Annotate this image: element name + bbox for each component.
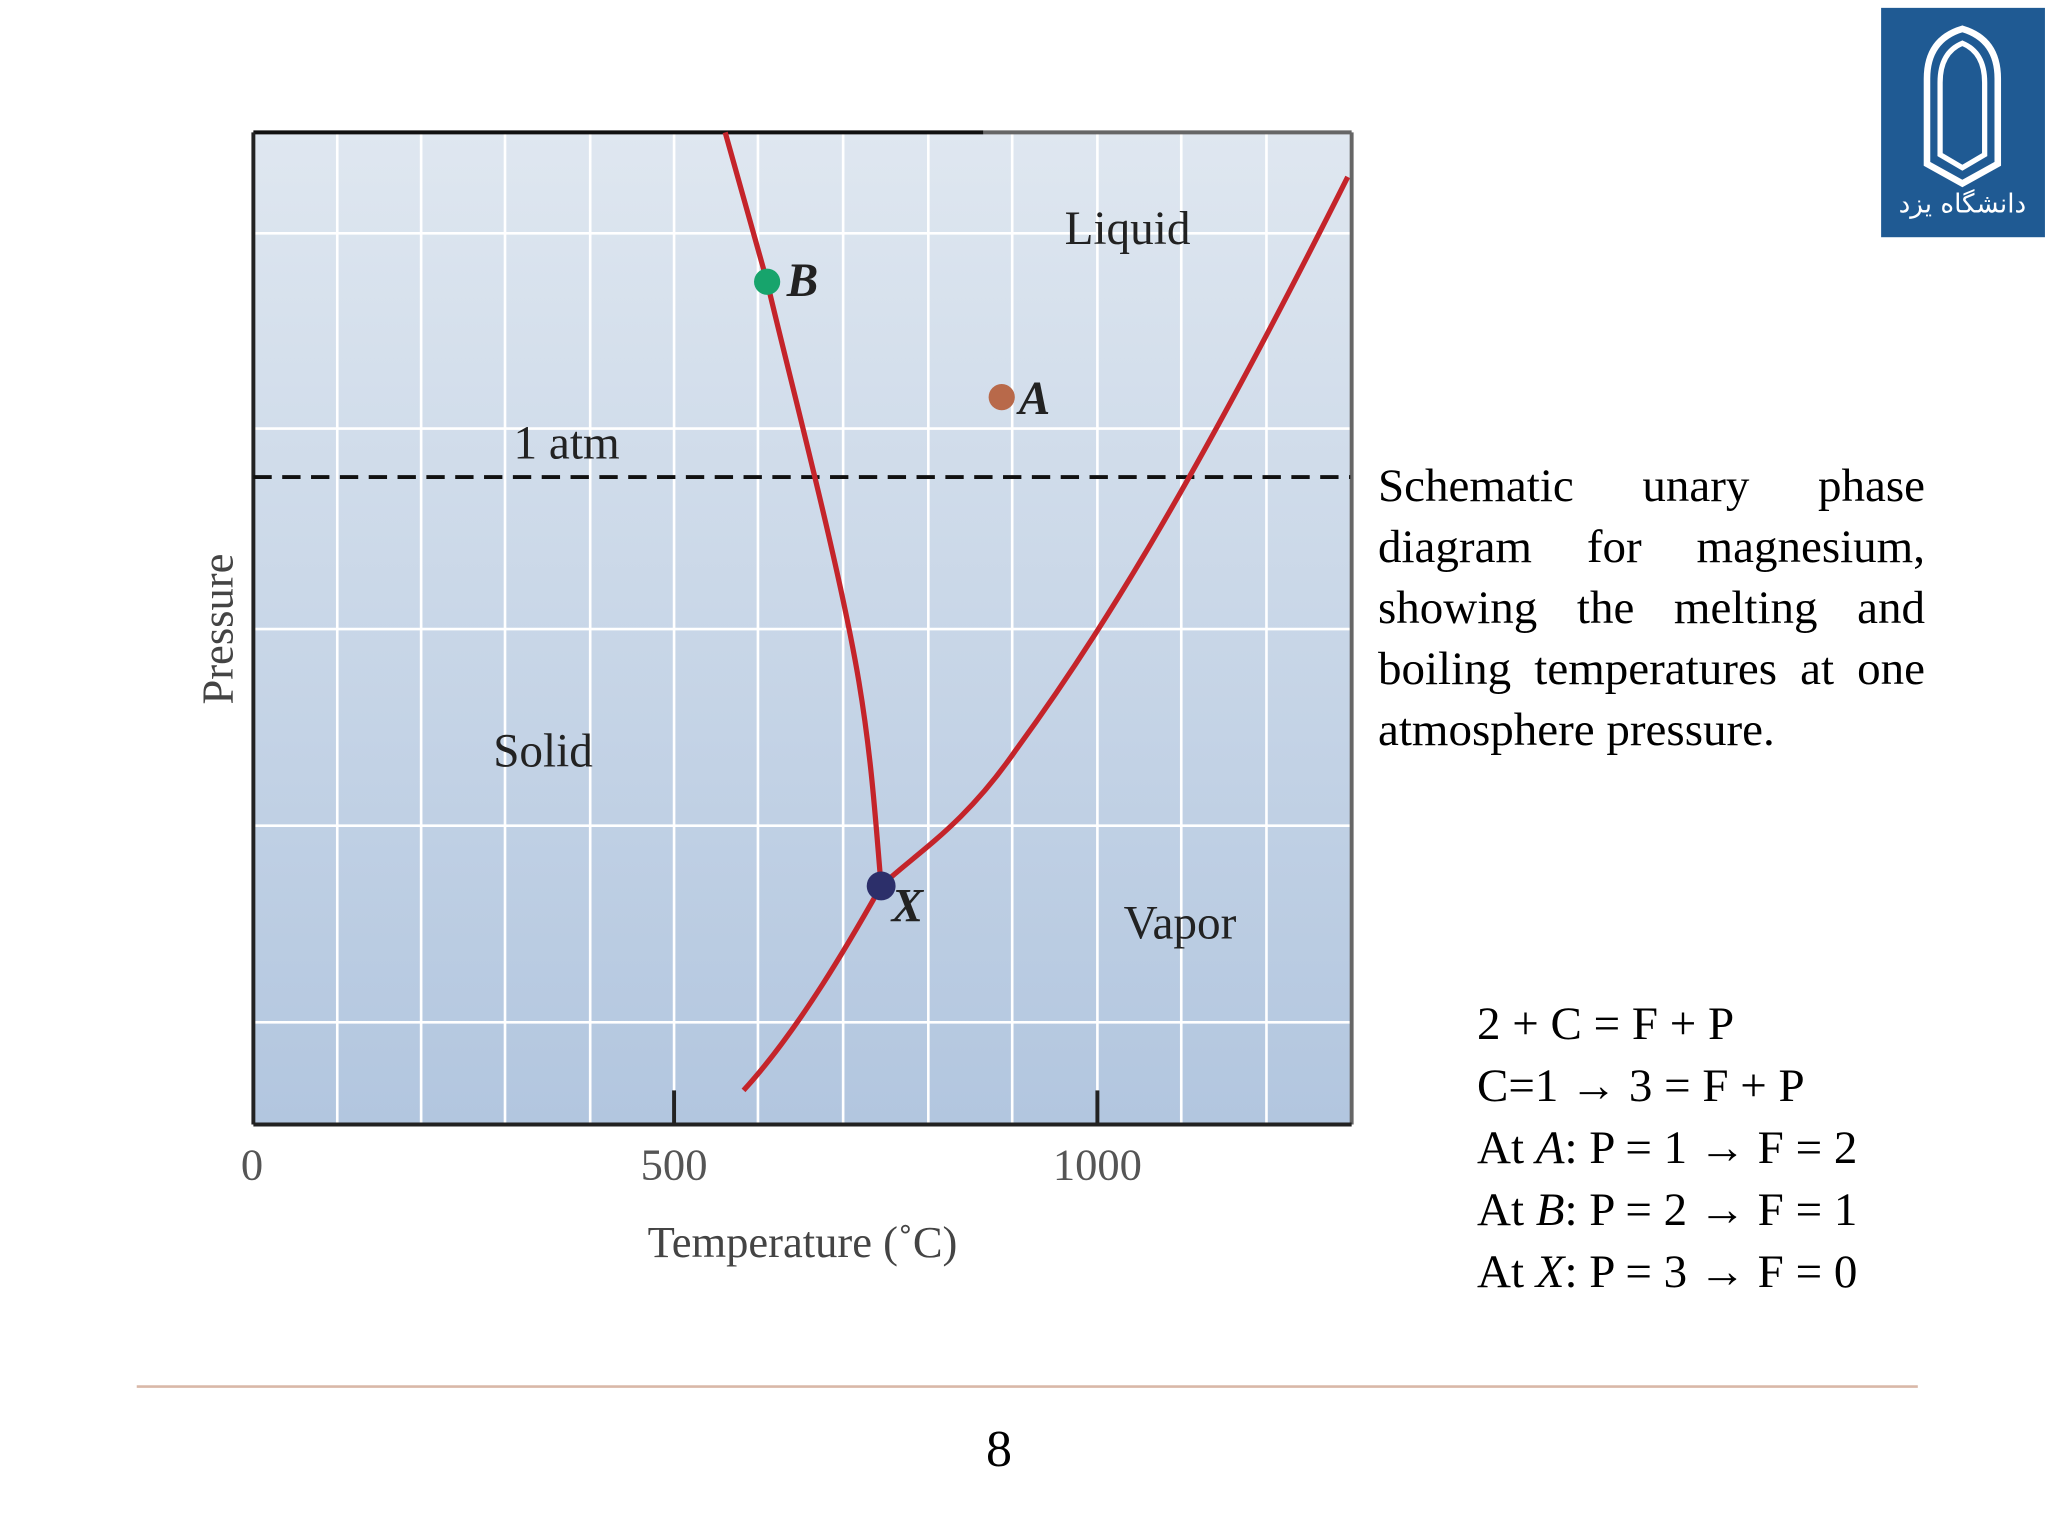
equations: 2 + C = F + P C=1 → 3 = F + P At A: P = … [1477,993,1857,1303]
point-b [754,268,781,295]
equation-text: : P = 2 → F = 1 [1564,1184,1858,1236]
equation-prefix: At [1477,1246,1536,1298]
grid [253,132,1352,1125]
region-label: Vapor [1124,897,1237,949]
equation-text: 2 + C = F + P [1477,998,1735,1050]
caption: Schematic unary phase diagram for magnes… [1378,460,1925,756]
point-a [988,384,1015,411]
equation-point: X [1535,1246,1565,1298]
equation: At B: P = 2 → F = 1 [1477,1179,1857,1241]
equation: At X: P = 3 → F = 0 [1477,1241,1857,1303]
equation-text: : P = 3 → F = 0 [1564,1246,1858,1298]
logo-text: دانشگاه یزد [1899,188,2027,219]
x-tick-label: 1000 [1053,1140,1142,1190]
phase-diagram: Liquid Solid Vapor 1 atm B A X 0 500 100… [192,130,1354,1267]
region-label: Liquid [1065,203,1191,255]
x-axis-label: Temperature (˚C) [648,1217,958,1267]
equation-point: B [1535,1184,1565,1236]
point-label: A [1016,373,1050,425]
equation-text: : P = 1 → F = 2 [1564,1122,1858,1174]
point-label: B [786,255,818,307]
equation-point: A [1535,1122,1565,1174]
y-axis-label: Pressure [192,554,242,705]
boiling-curve [741,175,1351,1093]
equation: 2 + C = F + P [1477,993,1857,1055]
melting-curve [722,131,884,887]
equation: C=1 → 3 = F + P [1477,1055,1857,1117]
logo: دانشگاه یزد [1881,7,2045,238]
equation-prefix: At [1477,1122,1536,1174]
equation: At A: P = 1 → F = 2 [1477,1117,1857,1179]
page-number: 8 [986,1421,1012,1478]
equation-prefix: At [1477,1184,1536,1236]
line-label: 1 atm [514,418,620,470]
equation-text: C=1 → 3 = F + P [1477,1060,1805,1112]
region-label: Solid [493,726,593,778]
point-label: X [890,880,925,932]
point-x [866,871,896,901]
x-tick-label: 0 [241,1140,263,1190]
x-tick-label: 500 [641,1140,708,1190]
